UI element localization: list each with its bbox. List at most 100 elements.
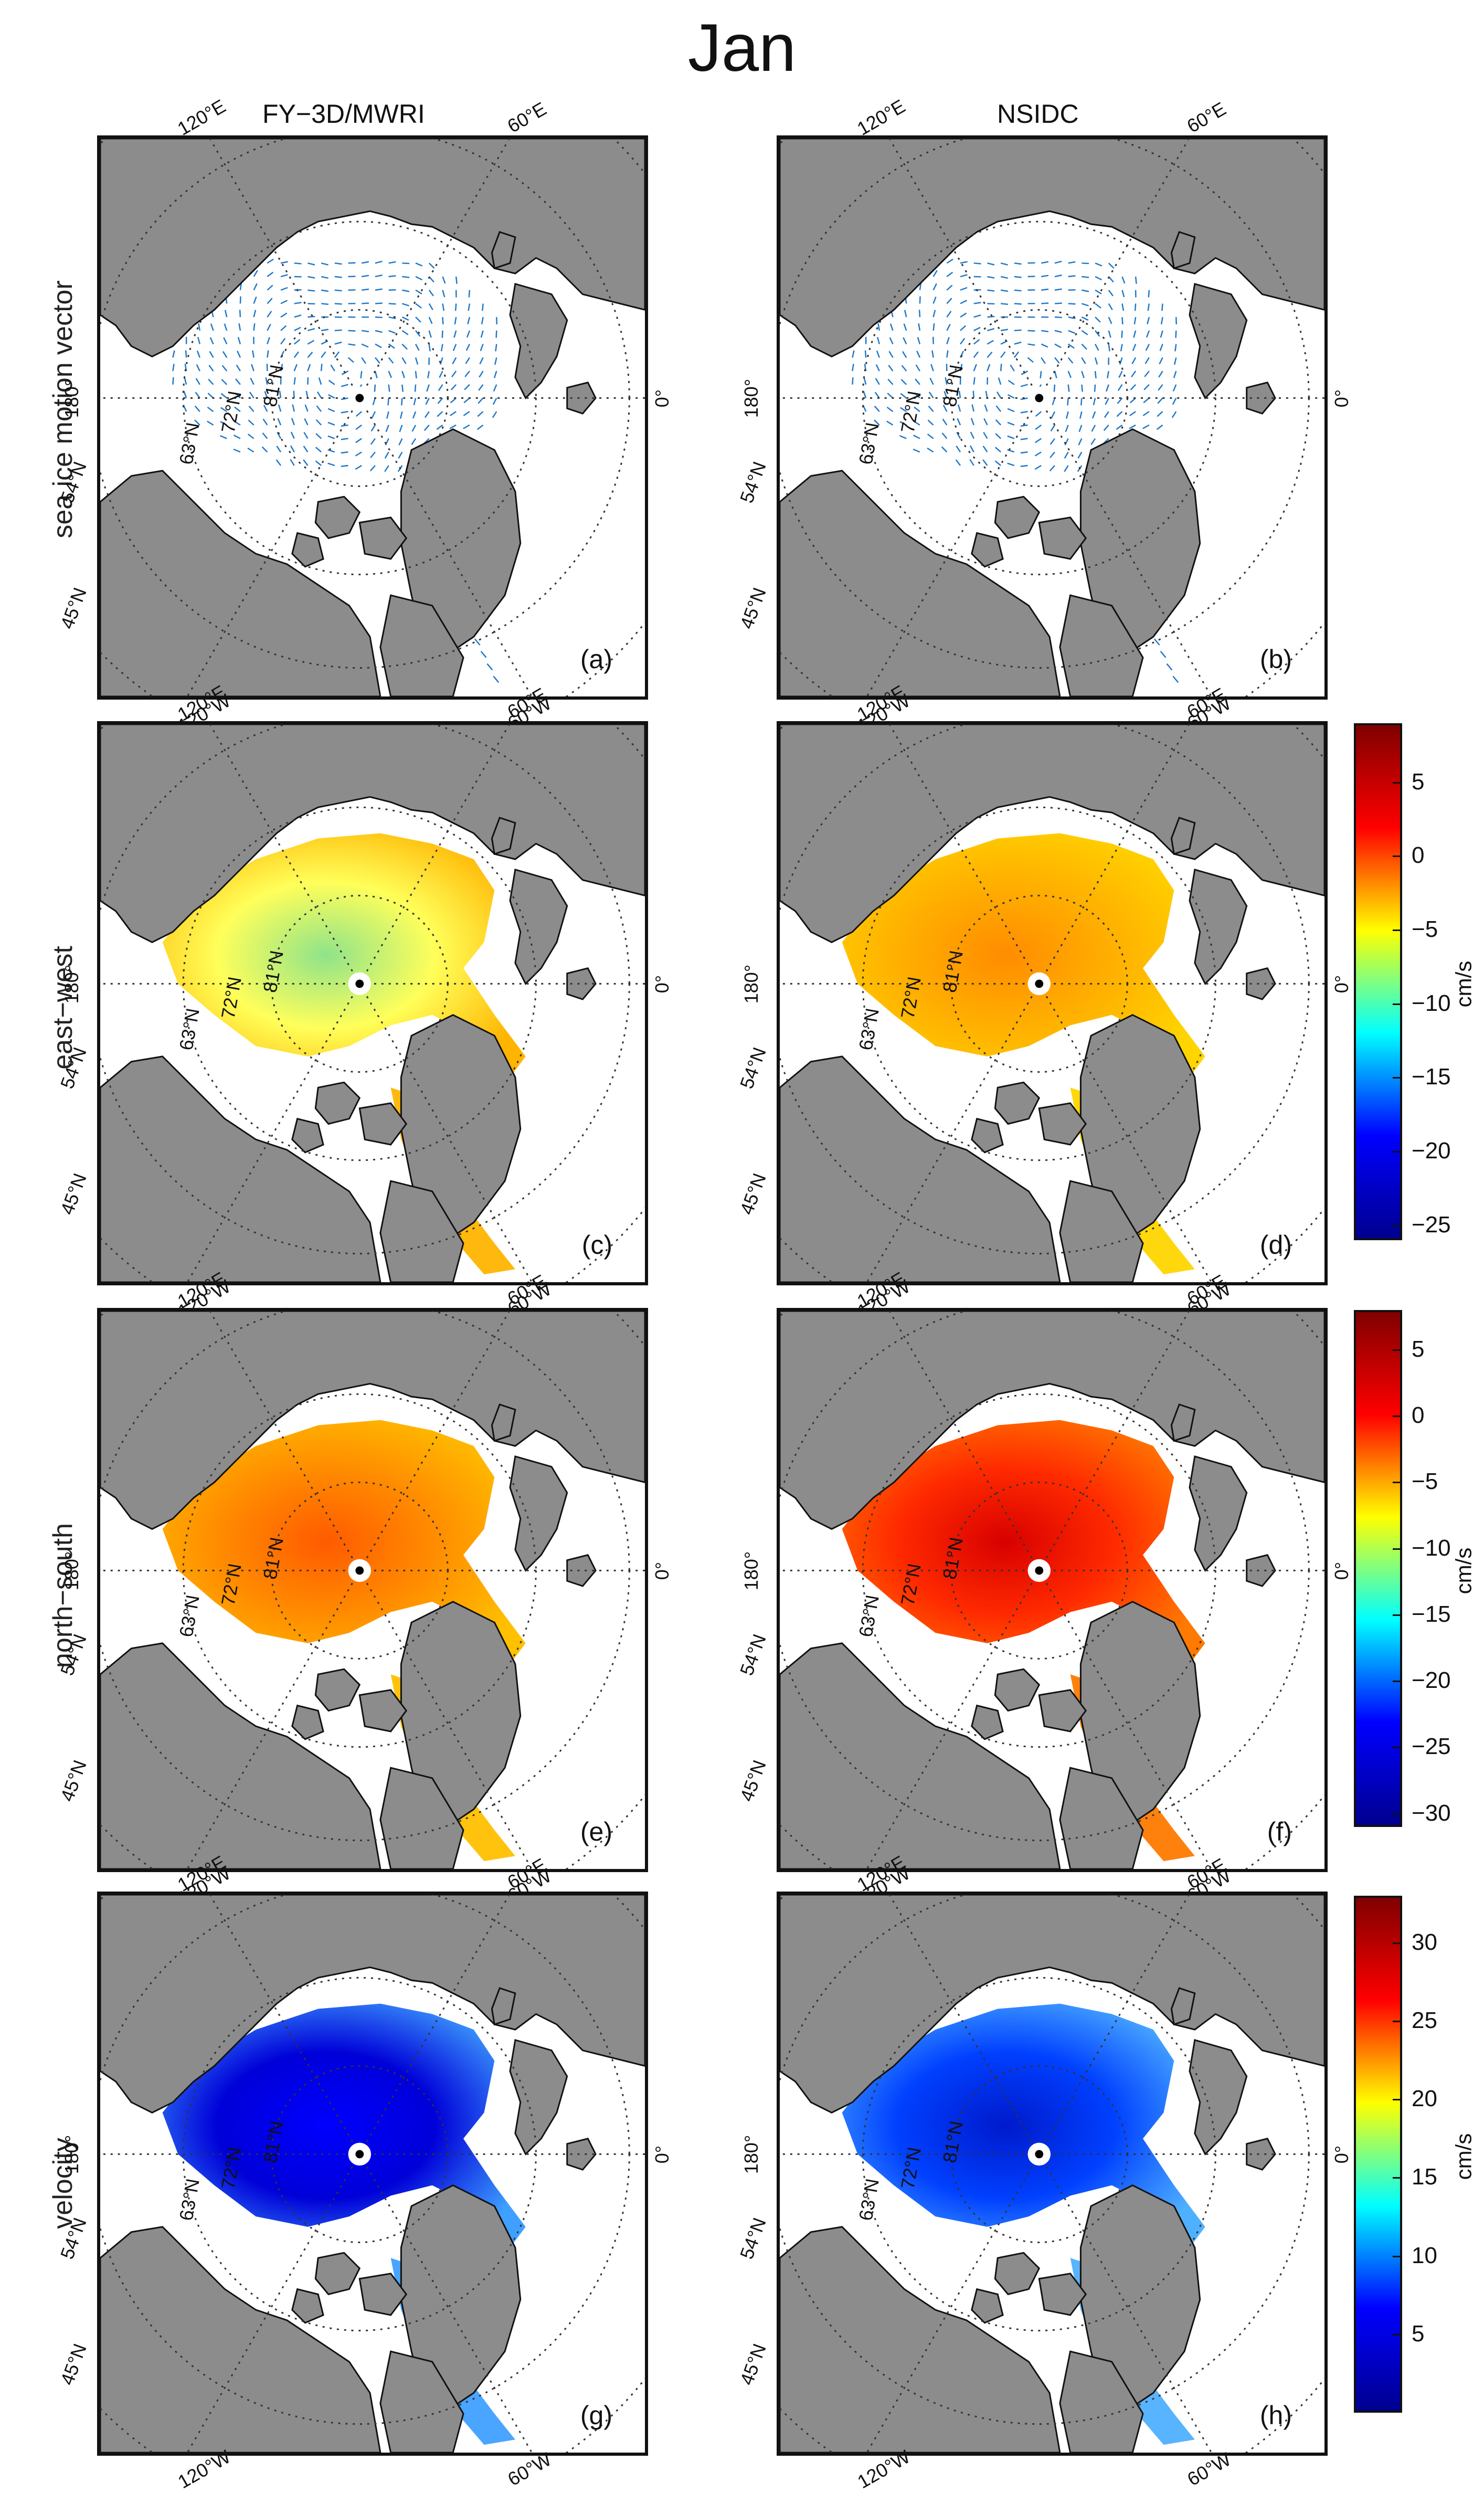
map-svg [100,1311,645,1869]
colorbar-tick [1393,2177,1402,2179]
colorbar-unit: cm/s [1451,960,1476,1007]
colorbar-tick-label: −5 [1412,916,1438,943]
graticule-label: 45°N [56,1757,91,1804]
graticule-label: 60°E [504,98,550,138]
graticule-label: 54°N [736,2215,771,2262]
graticule-label: 45°N [736,1170,771,1218]
colorbar-tick [1393,2334,1402,2336]
panel-letter: (h) [1260,2400,1292,2431]
map-svg [780,1895,1324,2453]
panel-letter: (g) [580,2400,612,2431]
colorbar-tick-label: 5 [1412,1336,1424,1362]
colorbar-tick-label: 25 [1412,2008,1437,2034]
graticule-label: 180° [740,2135,762,2174]
graticule-label: 45°N [56,1170,91,1218]
colorbar-unit: cm/s [1451,1547,1476,1594]
colorbar-tick [1393,782,1402,784]
colorbar-tick-label: −5 [1412,1469,1438,1495]
graticule-label: 54°N [736,459,771,506]
colorbar-tick [1393,1482,1402,1483]
colorbar-tick [1393,1003,1402,1005]
graticule-label: 180° [61,965,83,1003]
colorbar-tick-label: −15 [1412,1601,1451,1628]
graticule-label: 0° [651,389,673,407]
graticule-label: 0° [1331,975,1353,993]
colorbar-tick-label: 0 [1412,842,1424,869]
row-label-north-south: north−south [47,1438,79,1753]
panel-letter: (f) [1267,1816,1292,1847]
row-label-velocity: velocity [47,2026,79,2341]
colorbar-tick [1393,1077,1402,1079]
map-svg [100,1895,645,2453]
colorbar-tick [1393,1415,1402,1417]
colorbar-tick-label: 5 [1412,2321,1424,2347]
graticule-label: 45°N [736,2341,771,2388]
graticule-label: 180° [61,1551,83,1590]
panel-letter: (b) [1260,644,1292,674]
colorbar-tick-label: −20 [1412,1138,1451,1164]
colorbar-tick-label: 5 [1412,769,1424,795]
graticule-label: 120°E [174,95,229,140]
colorbar-tick-label: 20 [1412,2086,1437,2112]
graticule-label: 45°N [736,1757,771,1804]
colorbar-tick [1393,1548,1402,1550]
colorbar-tick-label: −20 [1412,1667,1451,1694]
map-svg [780,724,1324,1282]
colorbar-tick [1393,855,1402,857]
graticule-label: 0° [651,975,673,993]
graticule-label: 180° [61,2135,83,2174]
colorbar-tick [1393,1747,1402,1748]
graticule-label: 180° [740,1551,762,1590]
colorbar-unit: cm/s [1451,2133,1476,2180]
graticule-label: 0° [1331,1562,1353,1580]
colorbar-tick [1393,2256,1402,2257]
column-heading-fy3d: FY−3D/MWRI [262,99,425,129]
graticule-label: 0° [1331,389,1353,407]
colorbar-tick [1393,1225,1402,1227]
colorbar-tick [1393,1151,1402,1153]
map-svg [780,139,1324,696]
graticule-label: 45°N [736,585,771,632]
colorbar-tick-label: −15 [1412,1064,1451,1090]
colorbar-tick [1393,2099,1402,2100]
panel-letter: (e) [580,1816,612,1847]
colorbar-tick-label: −10 [1412,1535,1451,1561]
colorbar [1354,723,1402,1240]
figure-title: Jan [0,9,1484,87]
map-svg [780,1311,1324,1869]
colorbar-tick [1393,1681,1402,1682]
map-svg [100,139,645,696]
colorbar-tick [1393,1813,1402,1815]
colorbar [1354,1310,1402,1827]
colorbar-tick-label: 0 [1412,1402,1424,1429]
graticule-label: 54°N [736,1631,771,1678]
colorbar-tick [1393,929,1402,931]
graticule-label: 120°E [853,95,909,140]
colorbar-tick [1393,2021,1402,2022]
row-label-east-west: east−west [47,850,79,1165]
panel-letter: (a) [580,644,612,674]
graticule-label: 180° [61,379,83,418]
colorbar-tick [1393,1614,1402,1616]
graticule-label: 0° [1331,2146,1353,2163]
graticule-label: 0° [651,1562,673,1580]
graticule-label: 54°N [736,1044,771,1092]
graticule-label: 180° [740,379,762,418]
panel-letter: (c) [582,1230,612,1260]
colorbar-tick-label: 15 [1412,2164,1437,2190]
colorbar-tick-label: 30 [1412,1929,1437,1956]
colorbar-tick-label: −10 [1412,990,1451,1017]
column-heading-nsidc: NSIDC [997,99,1079,129]
graticule-label: 45°N [56,585,91,632]
graticule-label: 45°N [56,2341,91,2388]
colorbar-tick-label: 10 [1412,2243,1437,2269]
colorbar-tick-label: −25 [1412,1212,1451,1238]
